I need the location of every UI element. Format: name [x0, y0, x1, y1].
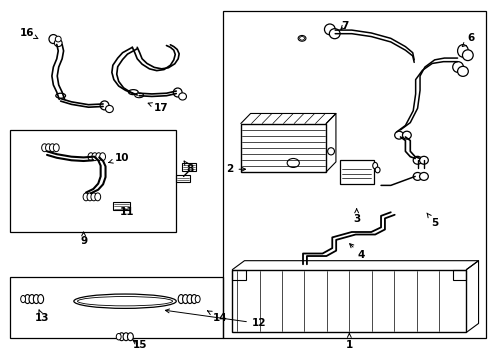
Bar	[241, 123, 325, 172]
Ellipse shape	[116, 333, 121, 340]
Ellipse shape	[299, 37, 304, 40]
Ellipse shape	[74, 294, 176, 309]
Text: 13: 13	[35, 310, 49, 323]
Ellipse shape	[53, 144, 59, 152]
Bar	[222, 12, 485, 338]
Bar	[10, 277, 222, 338]
Text: 1: 1	[345, 333, 352, 350]
Ellipse shape	[49, 144, 55, 152]
Text: 15: 15	[132, 340, 146, 350]
Ellipse shape	[374, 167, 379, 173]
Text: 14: 14	[207, 311, 227, 323]
Text: 7: 7	[340, 21, 347, 31]
Ellipse shape	[462, 50, 472, 60]
Text: 10: 10	[108, 153, 129, 163]
Text: 17: 17	[148, 103, 168, 113]
Text: 8: 8	[183, 161, 193, 174]
Ellipse shape	[452, 62, 463, 72]
Ellipse shape	[24, 294, 30, 303]
Ellipse shape	[20, 296, 25, 303]
Ellipse shape	[327, 148, 334, 155]
Ellipse shape	[298, 36, 305, 41]
Ellipse shape	[195, 296, 200, 303]
Ellipse shape	[173, 88, 182, 97]
Ellipse shape	[394, 131, 403, 139]
Ellipse shape	[324, 24, 334, 35]
Text: 2: 2	[226, 164, 245, 174]
Text: 3: 3	[352, 209, 360, 224]
Ellipse shape	[191, 294, 197, 303]
Ellipse shape	[77, 297, 172, 306]
Ellipse shape	[91, 193, 97, 201]
Bar	[182, 163, 195, 171]
Ellipse shape	[56, 93, 65, 98]
Ellipse shape	[182, 294, 188, 303]
Bar	[232, 270, 245, 280]
Ellipse shape	[412, 172, 421, 180]
Bar	[113, 202, 130, 211]
Ellipse shape	[329, 29, 339, 39]
Ellipse shape	[92, 153, 98, 161]
Ellipse shape	[33, 294, 39, 303]
Ellipse shape	[135, 93, 143, 98]
Text: 11: 11	[120, 207, 135, 217]
Ellipse shape	[412, 156, 421, 164]
Text: 9: 9	[80, 232, 87, 246]
Ellipse shape	[96, 153, 102, 161]
Ellipse shape	[127, 333, 133, 341]
Ellipse shape	[123, 333, 129, 341]
Ellipse shape	[100, 101, 109, 110]
Ellipse shape	[54, 40, 62, 46]
Ellipse shape	[119, 333, 124, 341]
Ellipse shape	[83, 193, 89, 201]
Bar	[10, 130, 176, 232]
Bar	[232, 270, 466, 332]
Ellipse shape	[402, 131, 410, 139]
Ellipse shape	[45, 144, 51, 152]
Ellipse shape	[286, 158, 299, 167]
Text: 4: 4	[349, 244, 365, 260]
Ellipse shape	[419, 156, 427, 164]
Ellipse shape	[55, 36, 61, 42]
Ellipse shape	[38, 294, 43, 303]
Ellipse shape	[178, 294, 183, 303]
Bar	[176, 175, 189, 182]
Ellipse shape	[178, 93, 186, 100]
Text: 16: 16	[20, 28, 38, 39]
Bar	[339, 160, 373, 184]
Ellipse shape	[49, 35, 58, 44]
Ellipse shape	[105, 105, 113, 113]
Ellipse shape	[372, 162, 377, 169]
Ellipse shape	[41, 144, 47, 152]
Ellipse shape	[95, 193, 101, 201]
Ellipse shape	[457, 45, 468, 57]
Ellipse shape	[128, 90, 138, 95]
Ellipse shape	[88, 153, 94, 161]
Text: 5: 5	[426, 213, 437, 228]
Ellipse shape	[186, 294, 192, 303]
Ellipse shape	[87, 193, 93, 201]
Text: 6: 6	[461, 33, 474, 46]
Text: 12: 12	[165, 309, 266, 328]
Ellipse shape	[100, 153, 105, 161]
Ellipse shape	[419, 172, 427, 180]
Ellipse shape	[29, 294, 35, 303]
Ellipse shape	[457, 66, 468, 76]
Bar	[452, 270, 466, 280]
